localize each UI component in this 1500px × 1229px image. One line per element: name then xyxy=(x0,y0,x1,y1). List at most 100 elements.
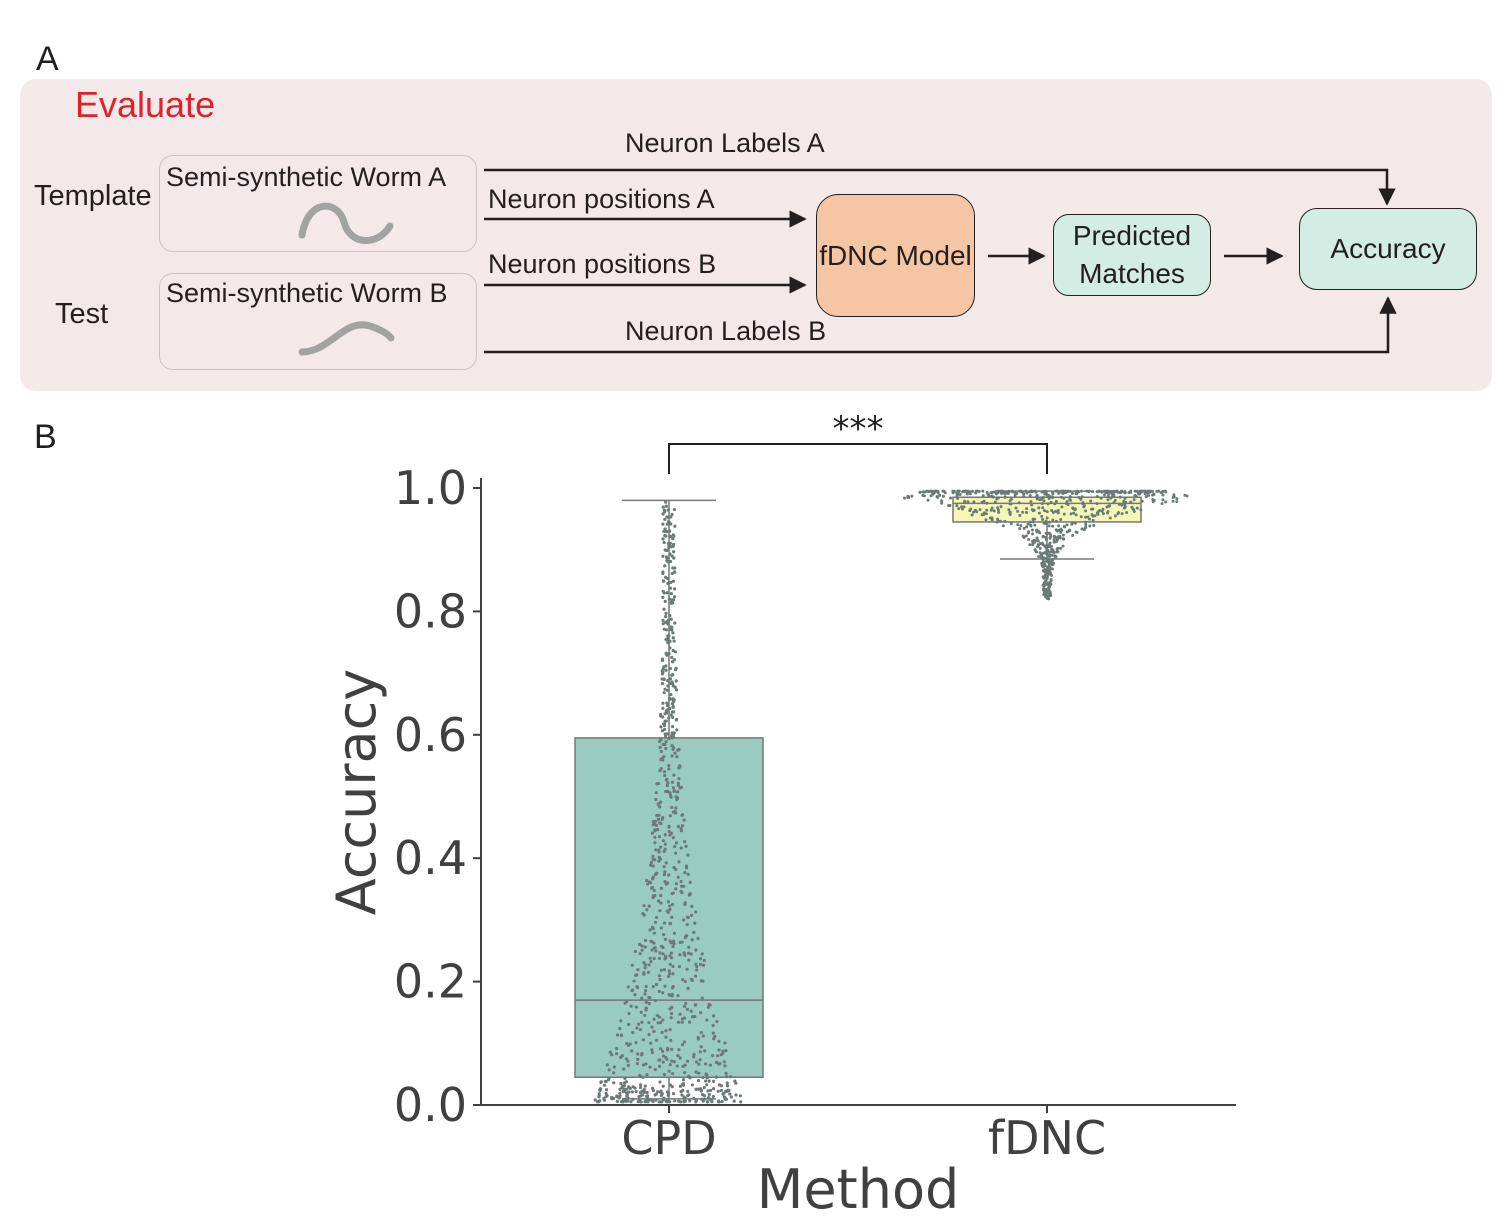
cpd-point xyxy=(672,789,676,794)
cpd-point xyxy=(659,1093,663,1098)
cpd-point xyxy=(687,1075,691,1079)
cpd-point xyxy=(672,731,676,735)
fdnc-point xyxy=(1038,498,1042,502)
cpd-point xyxy=(674,679,678,683)
worm-b-label: Semi-synthetic Worm B xyxy=(166,278,448,308)
cpd-point xyxy=(658,909,662,913)
cpd-point xyxy=(669,951,674,955)
fdnc-point xyxy=(1033,517,1037,521)
x-axis-title: Method xyxy=(757,1158,960,1221)
fdnc-point xyxy=(1079,497,1083,501)
cpd-point xyxy=(662,754,666,759)
cpd-point xyxy=(659,926,663,930)
cpd-point xyxy=(681,1078,686,1082)
cpd-point xyxy=(662,529,666,534)
fdnc-point xyxy=(1095,502,1099,506)
cpd-point xyxy=(676,824,681,829)
fdnc-point xyxy=(1096,512,1100,516)
cpd-point xyxy=(662,865,666,869)
cpd-point xyxy=(671,648,675,653)
fdnc-point xyxy=(1071,534,1075,538)
cpd-point xyxy=(664,956,668,960)
fdnc-point xyxy=(1135,506,1139,510)
cpd-point xyxy=(620,1100,625,1104)
fdnc-point xyxy=(1061,533,1065,537)
fdnc-point xyxy=(1161,498,1165,502)
fdnc-point xyxy=(980,513,984,517)
cpd-point xyxy=(618,1094,622,1098)
cpd-point xyxy=(662,967,667,972)
fdnc-point xyxy=(1022,526,1026,530)
fdnc-point xyxy=(1045,532,1049,536)
cpd-point xyxy=(701,1099,705,1103)
cpd-point xyxy=(619,1055,623,1059)
fdnc-point xyxy=(1049,594,1053,598)
cpd-point xyxy=(668,666,672,671)
cpd-point xyxy=(664,719,668,723)
cpd-point xyxy=(658,769,662,773)
cpd-point xyxy=(670,891,674,896)
fdnc-point xyxy=(1050,553,1054,557)
fdnc-point xyxy=(1068,528,1072,532)
cpd-point xyxy=(682,918,686,922)
fdnc-point xyxy=(1102,489,1106,493)
cpd-point xyxy=(690,1083,694,1087)
fdnc-point xyxy=(1060,528,1064,532)
cpd-point xyxy=(670,660,675,664)
cpd-point xyxy=(671,631,675,635)
cpd-point xyxy=(672,942,676,946)
fdnc-point xyxy=(1065,490,1069,494)
cpd-point xyxy=(671,964,675,969)
fdnc-point xyxy=(1042,561,1046,565)
cpd-point xyxy=(665,653,669,657)
fdnc-point xyxy=(1028,543,1032,547)
fdnc-point xyxy=(1026,522,1030,526)
fdnc-point xyxy=(1042,564,1046,568)
cpd-point xyxy=(655,871,659,875)
cpd-point xyxy=(626,985,630,989)
fdnc-point xyxy=(906,495,910,499)
fdnc-point xyxy=(1047,563,1051,567)
cpd-point xyxy=(667,597,671,601)
cpd-point xyxy=(653,858,657,862)
fdnc-point xyxy=(989,508,993,512)
cpd-point xyxy=(640,944,644,948)
fdnc-point xyxy=(1051,518,1055,522)
fdnc-point xyxy=(1031,520,1035,524)
cpd-point xyxy=(624,1057,628,1061)
cpd-point xyxy=(728,1092,732,1096)
cpd-point xyxy=(652,1017,656,1021)
fdnc-point xyxy=(984,512,988,516)
fdnc-point xyxy=(1069,498,1073,502)
cpd-point xyxy=(670,680,674,684)
cpd-point xyxy=(701,963,706,967)
fdnc-point xyxy=(1048,541,1052,545)
fdnc-point xyxy=(1044,544,1048,548)
cpd-point xyxy=(679,785,684,790)
fdnc-point xyxy=(981,489,985,493)
cpd-point xyxy=(658,857,662,861)
cpd-point xyxy=(696,936,700,940)
cpd-point xyxy=(686,915,690,920)
cpd-point xyxy=(660,1030,664,1035)
cpd-point xyxy=(654,823,659,827)
fdnc-point xyxy=(1107,492,1111,496)
cpd-point xyxy=(667,767,671,771)
cpd-point xyxy=(673,621,677,625)
cpd-point xyxy=(689,952,693,956)
fdnc-point xyxy=(902,496,906,500)
cpd-point xyxy=(665,576,670,581)
cpd-point xyxy=(680,1020,684,1024)
cpd-point xyxy=(682,951,686,955)
cpd-point xyxy=(626,1063,630,1067)
fdnc-point xyxy=(1108,516,1112,520)
cpd-point xyxy=(671,1072,675,1076)
fdnc-point xyxy=(938,493,942,497)
cpd-point xyxy=(721,1049,725,1053)
fdnc-point xyxy=(996,506,1000,510)
cpd-point xyxy=(693,1003,697,1007)
fdnc-point xyxy=(1042,499,1046,503)
fdnc-point xyxy=(1062,525,1066,529)
cpd-point xyxy=(693,1014,697,1019)
cpd-point xyxy=(662,722,667,726)
